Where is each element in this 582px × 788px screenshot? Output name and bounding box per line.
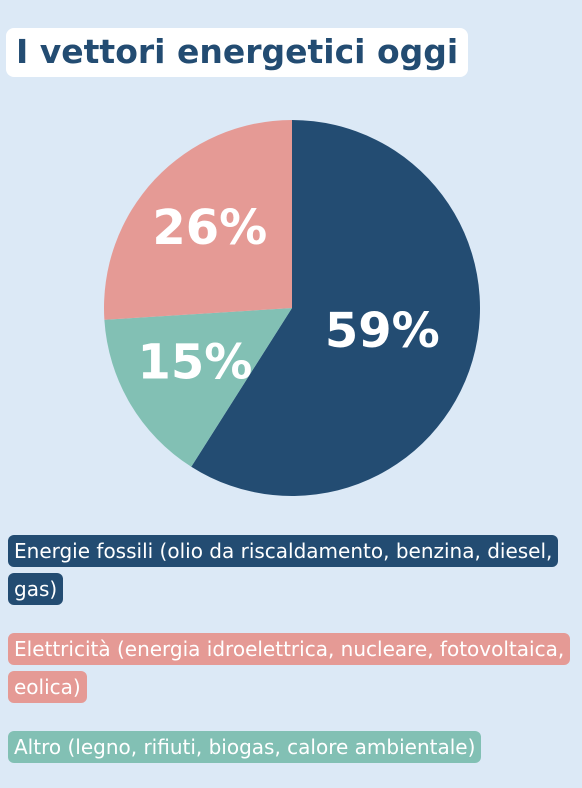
slice-label: 15% bbox=[137, 334, 252, 390]
legend-item: Altro (legno, rifiuti, biogas, calore am… bbox=[8, 728, 568, 766]
chart-title: I vettori energetici oggi bbox=[6, 28, 469, 77]
pie-slice bbox=[191, 120, 480, 496]
pie-slice bbox=[104, 308, 292, 467]
legend: Energie fossili (olio da riscaldamento, … bbox=[8, 532, 571, 788]
chart: 59% 15% 26% bbox=[104, 120, 480, 496]
legend-label: Energie fossili (olio da riscaldamento, … bbox=[8, 535, 559, 605]
legend-item: Energie fossili (olio da riscaldamento, … bbox=[8, 532, 568, 608]
legend-item: Elettricità (energia idroelettrica, nucl… bbox=[8, 630, 571, 706]
pie-slice bbox=[104, 120, 292, 320]
slice-label: 59% bbox=[325, 303, 440, 359]
legend-label: Elettricità (energia idroelettrica, nucl… bbox=[8, 633, 571, 703]
legend-label: Altro (legno, rifiuti, biogas, calore am… bbox=[8, 731, 482, 763]
slice-label: 26% bbox=[152, 200, 267, 256]
